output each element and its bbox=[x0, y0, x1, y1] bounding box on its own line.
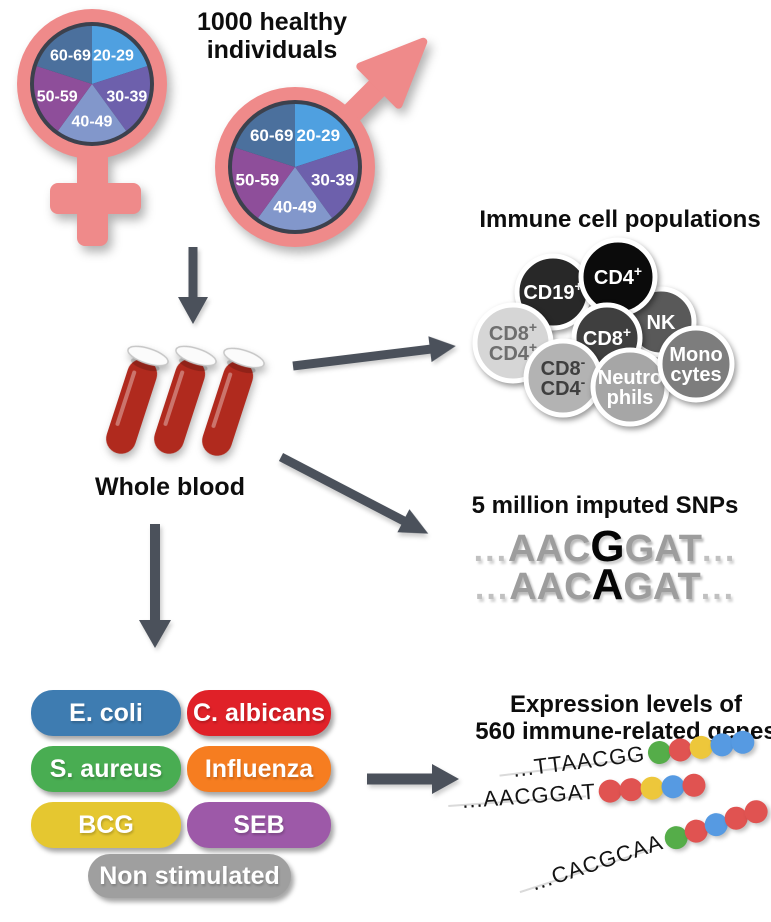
female-symbol: 20-29 30-39 40-49 50-59 60-69 bbox=[17, 9, 167, 246]
cell-label: CD8+ bbox=[489, 319, 537, 345]
sequence-ellipsis: ... bbox=[700, 569, 736, 607]
stimulus-s-aureus: S. aureus bbox=[31, 746, 181, 792]
expression-dot-red bbox=[681, 772, 707, 798]
snp-sequence: ...AACAGAT... bbox=[425, 563, 771, 608]
snp-sequences: ...AACGGAT... ...AACAGAT... bbox=[425, 525, 771, 608]
stimulus-label: BCG bbox=[78, 810, 134, 839]
female-age-pie: 20-29 30-39 40-49 50-59 60-69 bbox=[33, 25, 151, 142]
expression-row: ...AACGGAT bbox=[448, 771, 707, 814]
expression-row: ...CACGCAA bbox=[519, 795, 771, 896]
sequence-ellipsis: ... bbox=[701, 531, 737, 569]
sequence-segment: GAT bbox=[623, 566, 701, 608]
age-slice-60-69 bbox=[36, 25, 92, 84]
age-label-30-39: 30-39 bbox=[106, 88, 147, 105]
stimulus-label: C. albicans bbox=[193, 698, 325, 727]
sequence-ellipsis: ... bbox=[474, 569, 510, 607]
stimulus-label: E. coli bbox=[69, 698, 143, 727]
sequence-segment: AAC bbox=[509, 566, 592, 608]
cell-label: Mono bbox=[669, 344, 722, 366]
blood-tube bbox=[106, 345, 169, 454]
arrow-stimuli-to-expression bbox=[367, 764, 459, 794]
cell-label: CD19+ bbox=[523, 278, 582, 304]
snps-title: 5 million imputed SNPs bbox=[471, 492, 739, 519]
age-label-20-29: 20-29 bbox=[93, 47, 134, 64]
stimulus-label: Non stimulated bbox=[99, 861, 280, 890]
sequence-segment: AAC bbox=[508, 528, 591, 570]
age-slice-30-39 bbox=[92, 66, 151, 131]
cell-label: CD4+ bbox=[594, 263, 642, 289]
cell-label: CD4- bbox=[541, 374, 586, 400]
age-slice-20-29 bbox=[295, 104, 355, 167]
age-slice-60-69 bbox=[235, 104, 295, 167]
sequence-ellipsis: ... bbox=[473, 531, 509, 569]
age-slice-20-29 bbox=[92, 25, 148, 84]
whole-blood-label: Whole blood bbox=[95, 473, 245, 501]
cell-label: Neutro bbox=[598, 367, 662, 389]
cell-cd19: CD19+ bbox=[514, 253, 592, 331]
sequence-segment: GAT bbox=[624, 528, 702, 570]
arrow-blood-to-cells bbox=[292, 336, 456, 371]
age-slice-40-49 bbox=[258, 167, 332, 231]
cell-cd4: CD4+ bbox=[578, 237, 658, 317]
cell-nk: NK bbox=[625, 286, 697, 358]
arrow-blood-to-stimuli bbox=[139, 524, 171, 648]
immune-cells-title: Immune cell populations bbox=[479, 206, 761, 233]
stimulus-bcg: BCG bbox=[31, 802, 181, 848]
cell-label: NK bbox=[647, 312, 676, 334]
age-label-60-69: 60-69 bbox=[50, 47, 91, 64]
cell-cd8-cd4: CD8-CD4- bbox=[523, 338, 603, 418]
cell-label: cytes bbox=[670, 364, 721, 386]
stimulus-e-coli: E. coli bbox=[31, 690, 181, 736]
cohort-title-line2: individuals bbox=[206, 36, 338, 64]
age-slice-40-49 bbox=[57, 84, 127, 142]
cell-label: phils bbox=[607, 387, 654, 409]
arrow-cohort-to-blood bbox=[178, 247, 208, 324]
age-slice-50-59 bbox=[232, 147, 295, 218]
gene-sequence: ...AACGGAT bbox=[461, 778, 597, 813]
stimulus-label: SEB bbox=[233, 810, 285, 839]
stimulus-label: Influenza bbox=[204, 754, 314, 783]
stimulus-non-stimulated: Non stimulated bbox=[88, 854, 291, 898]
stimulus-c-albicans: C. albicans bbox=[187, 690, 331, 736]
male-age-pie: 20-29 30-39 40-49 50-59 60-69 bbox=[232, 104, 358, 231]
age-slice-50-59 bbox=[33, 66, 92, 131]
age-label-50-59: 50-59 bbox=[236, 170, 279, 189]
age-label-40-49: 40-49 bbox=[273, 198, 316, 217]
gene-sequence: ...CACGCAA bbox=[527, 829, 667, 896]
cell-cd8: CD8+ bbox=[571, 302, 643, 374]
age-label-20-29: 20-29 bbox=[297, 126, 340, 145]
cell-label: CD8+ bbox=[583, 324, 631, 350]
snp-sequence: ...AACGGAT... bbox=[425, 525, 771, 570]
blood-tube bbox=[202, 347, 265, 456]
cohort-title: 1000 healthy individuals bbox=[162, 8, 382, 64]
expression-title-line1: Expression levels of bbox=[509, 691, 743, 718]
age-label-60-69: 60-69 bbox=[250, 126, 293, 145]
snp-allele: G bbox=[590, 522, 625, 571]
age-slice-30-39 bbox=[295, 147, 358, 218]
blood-tube bbox=[154, 345, 217, 454]
stimulus-label: S. aureus bbox=[49, 754, 163, 783]
age-label-50-59: 50-59 bbox=[37, 88, 78, 105]
cell-label: CD4+ bbox=[489, 339, 537, 365]
cell-cd8-cd4: CD8+CD4+ bbox=[472, 302, 554, 384]
stimulus-seb: SEB bbox=[187, 802, 331, 848]
arrow-blood-to-snps bbox=[278, 453, 429, 534]
age-label-40-49: 40-49 bbox=[72, 114, 113, 131]
cell-label: CD8- bbox=[541, 354, 586, 380]
age-label-30-39: 30-39 bbox=[311, 170, 354, 189]
cohort-title-line1: 1000 healthy bbox=[196, 8, 348, 36]
snp-allele: A bbox=[591, 560, 624, 609]
expression-dot-blue bbox=[730, 728, 756, 755]
stimulus-influenza: Influenza bbox=[187, 746, 331, 792]
